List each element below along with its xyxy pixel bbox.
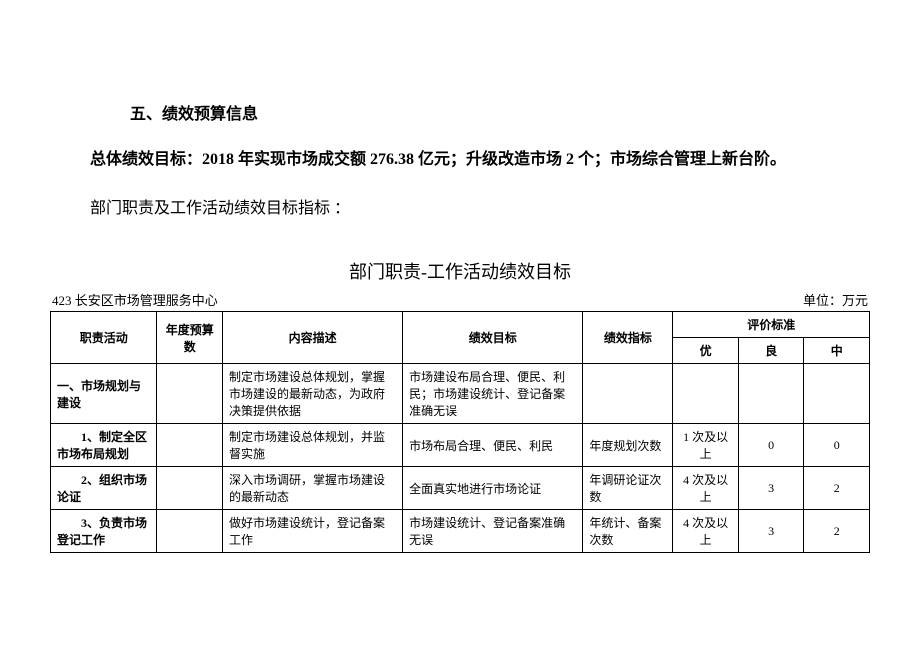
- header-row-1: 职责活动 年度预算数 内容描述 绩效目标 绩效指标 评价标准: [51, 312, 870, 338]
- table-cell: 3: [738, 510, 804, 553]
- table-meta: 423 长安区市场管理服务中心 单位：万元: [50, 290, 870, 309]
- table-cell: 0: [738, 424, 804, 467]
- table-cell: [673, 364, 739, 424]
- overall-goal-label: 总体绩效目标：: [90, 151, 202, 168]
- table-cell: 深入市场调研，掌握市场建设的最新动态: [222, 467, 402, 510]
- table-cell: 全面真实地进行市场论证: [403, 467, 583, 510]
- table-cell: [738, 364, 804, 424]
- header-budget: 年度预算数: [157, 312, 223, 364]
- header-activity: 职责活动: [51, 312, 157, 364]
- table-cell: 做好市场建设统计，登记备案工作: [222, 510, 402, 553]
- table-cell: 年度规划次数: [583, 424, 673, 467]
- table-cell: [157, 364, 223, 424]
- table-cell: [157, 424, 223, 467]
- table-cell: 4 次及以上: [673, 510, 739, 553]
- table-cell: [157, 467, 223, 510]
- header-indicator: 绩效指标: [583, 312, 673, 364]
- table-cell: 市场建设统计、登记备案准确无误: [403, 510, 583, 553]
- table-cell: 市场建设布局合理、便民、利民；市场建设统计、登记备案准确无误: [403, 364, 583, 424]
- table-org: 423 长安区市场管理服务中心: [52, 290, 218, 309]
- header-desc: 内容描述: [222, 312, 402, 364]
- table-cell: 年统计、备案次数: [583, 510, 673, 553]
- table-row: 一、市场规划与建设 制定市场建设总体规划，掌握市场建设的最新动态，为政府决策提供依…: [51, 364, 870, 424]
- table-cell: 1、制定全区市场布局规划: [51, 424, 157, 467]
- table-cell: 年调研论证次数: [583, 467, 673, 510]
- table-cell: 2: [804, 467, 870, 510]
- subsection-label: 部门职责及工作活动绩效目标指标 ：: [50, 194, 870, 218]
- table-title: 部门职责-工作活动绩效目标: [50, 258, 870, 284]
- header-standard: 评价标准: [673, 312, 870, 338]
- table-cell: 2、组织市场论证: [51, 467, 157, 510]
- overall-goal-text: 2018 年实现市场成交额 276.38 亿元；升级改造市场 2 个；市场综合管…: [202, 151, 786, 168]
- table-header: 职责活动 年度预算数 内容描述 绩效目标 绩效指标 评价标准 优 良 中: [51, 312, 870, 364]
- table-cell: [157, 510, 223, 553]
- table-cell: 制定市场建设总体规划，掌握市场建设的最新动态，为政府决策提供依据: [222, 364, 402, 424]
- overall-goal: 总体绩效目标：2018 年实现市场成交额 276.38 亿元；升级改造市场 2 …: [50, 144, 870, 176]
- header-std-b: 良: [738, 338, 804, 364]
- table-cell: 一、市场规划与建设: [51, 364, 157, 424]
- header-goal: 绩效目标: [403, 312, 583, 364]
- table-cell: 3、负责市场登记工作: [51, 510, 157, 553]
- performance-table: 职责活动 年度预算数 内容描述 绩效目标 绩效指标 评价标准 优 良 中 一、市…: [50, 311, 870, 553]
- table-row: 2、组织市场论证 深入市场调研，掌握市场建设的最新动态全面真实地进行市场论证年调研…: [51, 467, 870, 510]
- table-body: 一、市场规划与建设 制定市场建设总体规划，掌握市场建设的最新动态，为政府决策提供依…: [51, 364, 870, 553]
- table-cell: 4 次及以上: [673, 467, 739, 510]
- table-cell: 3: [738, 467, 804, 510]
- section-header: 五、绩效预算信息: [130, 100, 870, 124]
- table-unit: 单位：万元: [803, 290, 868, 309]
- table-cell: 1 次及以上: [673, 424, 739, 467]
- table-cell: 市场布局合理、便民、利民: [403, 424, 583, 467]
- table-row: 3、负责市场登记工作 做好市场建设统计，登记备案工作市场建设统计、登记备案准确无误…: [51, 510, 870, 553]
- table-cell: 2: [804, 510, 870, 553]
- table-cell: [804, 364, 870, 424]
- table-cell: 制定市场建设总体规划，并监督实施: [222, 424, 402, 467]
- header-std-a: 优: [673, 338, 739, 364]
- table-cell: [583, 364, 673, 424]
- header-std-c: 中: [804, 338, 870, 364]
- table-row: 1、制定全区市场布局规划 制定市场建设总体规划，并监督实施市场布局合理、便民、利民…: [51, 424, 870, 467]
- table-cell: 0: [804, 424, 870, 467]
